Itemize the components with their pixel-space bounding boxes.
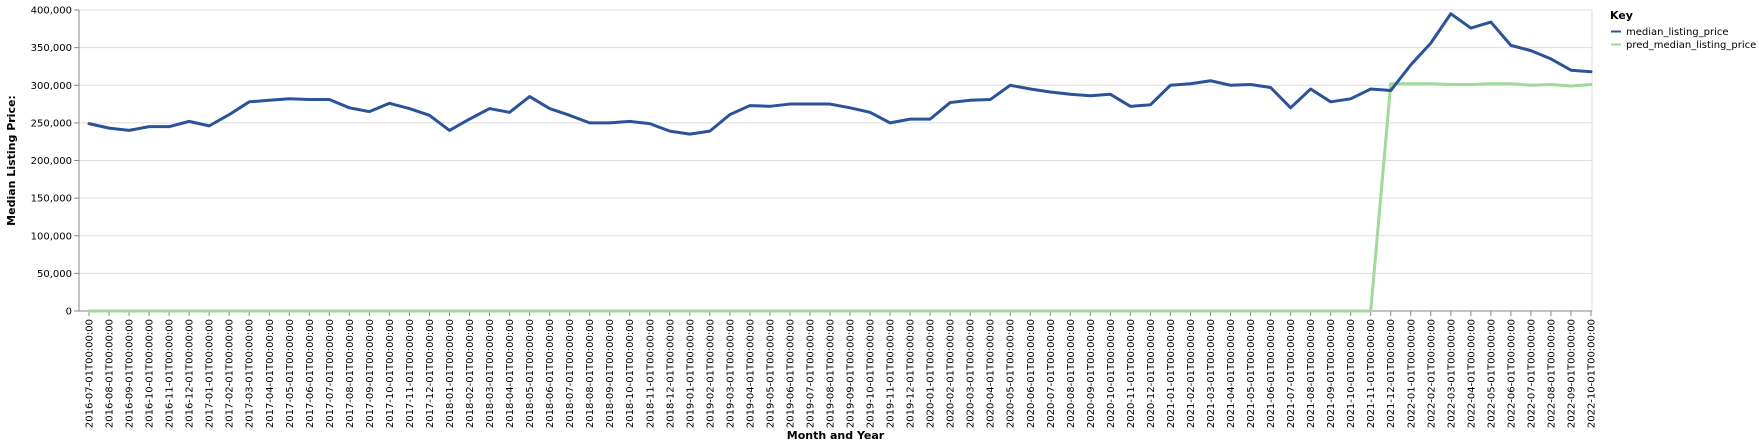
x-tick-label: 2017-11-01T00:00:00 [405,319,416,428]
legend-label: pred_median_listing_price [1626,40,1756,51]
x-tick-label: 2021-11-01T00:00:00 [1366,319,1377,428]
x-tick-label: 2018-10-01T00:00:00 [625,319,636,428]
x-tick-label: 2019-10-01T00:00:00 [866,319,877,428]
x-tick-label: 2018-02-01T00:00:00 [465,319,476,428]
x-tick-label: 2021-06-01T00:00:00 [1266,319,1277,428]
x-tick-label: 2016-10-01T00:00:00 [145,319,156,428]
x-tick-label: 2018-01-01T00:00:00 [445,319,456,428]
x-tick-label: 2018-03-01T00:00:00 [485,319,496,428]
x-tick-label: 2017-12-01T00:00:00 [425,319,436,428]
x-tick-label: 2020-03-01T00:00:00 [966,319,977,428]
x-axis-title: Month and Year [787,429,885,442]
x-tick-label: 2021-08-01T00:00:00 [1306,319,1317,428]
x-tick-label: 2017-06-01T00:00:00 [305,319,316,428]
y-tick-label: 200,000 [31,156,72,167]
x-tick-label: 2022-08-01T00:00:00 [1546,319,1557,428]
x-tick-label: 2016-07-01T00:00:00 [85,319,96,428]
x-tick-label: 2016-12-01T00:00:00 [185,319,196,428]
x-tick-label: 2019-02-01T00:00:00 [705,319,716,428]
x-tick-label: 2022-01-01T00:00:00 [1406,319,1417,428]
x-tick-label: 2019-09-01T00:00:00 [846,319,857,428]
x-tick-label: 2017-03-01T00:00:00 [245,319,256,428]
x-tick-label: 2021-10-01T00:00:00 [1346,319,1357,428]
x-tick-label: 2017-05-01T00:00:00 [285,319,296,428]
x-tick-label: 2018-09-01T00:00:00 [605,319,616,428]
x-tick-label: 2017-07-01T00:00:00 [325,319,336,428]
x-tick-label: 2016-08-01T00:00:00 [105,319,116,428]
x-tick-label: 2021-12-01T00:00:00 [1386,319,1397,428]
x-tick-label: 2020-06-01T00:00:00 [1026,319,1037,428]
x-tick-label: 2020-09-01T00:00:00 [1086,319,1097,428]
x-tick-label: 2021-07-01T00:00:00 [1286,319,1297,428]
x-tick-label: 2020-02-01T00:00:00 [946,319,957,428]
x-tick-label: 2019-01-01T00:00:00 [685,319,696,428]
x-tick-label: 2019-05-01T00:00:00 [765,319,776,428]
x-tick-label: 2020-08-01T00:00:00 [1066,319,1077,428]
series-line-pred-median-listing-price [87,82,1593,313]
x-tick-label: 2021-09-01T00:00:00 [1326,319,1337,428]
x-tick-label: 2018-08-01T00:00:00 [585,319,596,428]
y-tick-label: 0 [66,307,72,318]
x-tick-label: 2020-12-01T00:00:00 [1146,319,1157,428]
x-tick-label: 2021-03-01T00:00:00 [1206,319,1217,428]
x-tick-label: 2022-10-01T00:00:00 [1587,319,1598,428]
x-tick-label: 2019-07-01T00:00:00 [805,319,816,428]
x-tick-label: 2022-04-01T00:00:00 [1466,319,1477,428]
y-tick-label: 350,000 [31,43,72,54]
x-tick-label: 2018-05-01T00:00:00 [525,319,536,428]
series-line-median-listing-price [87,12,1593,136]
x-tick-label: 2021-02-01T00:00:00 [1186,319,1197,428]
x-tick-label: 2021-01-01T00:00:00 [1166,319,1177,428]
legend: Key median_listing_price pred_median_list… [1610,9,1756,51]
x-tick-label: 2017-09-01T00:00:00 [365,319,376,428]
x-tick-label: 2022-09-01T00:00:00 [1566,319,1577,428]
x-tick-label: 2018-12-01T00:00:00 [665,319,676,428]
legend-title: Key [1610,9,1633,22]
x-tick-label: 2020-11-01T00:00:00 [1126,319,1137,428]
x-tick-label: 2021-05-01T00:00:00 [1246,319,1257,428]
y-tick-label: 400,000 [31,6,72,17]
x-tick-label: 2017-04-01T00:00:00 [265,319,276,428]
x-tick-label: 2017-10-01T00:00:00 [385,319,396,428]
x-tick-label: 2016-11-01T00:00:00 [165,319,176,428]
x-axis: 2016-07-01T00:00:00 2016-08-01T00:00:00 20… [79,310,1598,428]
y-tick-label: 300,000 [31,81,72,92]
y-axis: 0 50,000 100,000 150,000 200,000 250,000 300,0… [31,6,80,318]
x-tick-label: 2019-06-01T00:00:00 [785,319,796,428]
x-tick-label: 2020-07-01T00:00:00 [1046,319,1057,428]
y-axis-title: Median Listing Price: [5,95,18,226]
x-tick-label: 2020-04-01T00:00:00 [986,319,997,428]
x-tick-label: 2019-08-01T00:00:00 [825,319,836,428]
x-tick-label: 2019-11-01T00:00:00 [886,319,897,428]
x-tick-label: 2022-05-01T00:00:00 [1486,319,1497,428]
x-tick-label: 2022-07-01T00:00:00 [1526,319,1537,428]
x-tick-label: 2019-04-01T00:00:00 [745,319,756,428]
x-tick-label: 2017-01-01T00:00:00 [205,319,216,428]
gridlines [79,9,1593,312]
x-tick-label: 2019-12-01T00:00:00 [906,319,917,428]
x-tick-label: 2018-06-01T00:00:00 [545,319,556,428]
y-tick-label: 100,000 [31,231,72,242]
legend-label: median_listing_price [1626,27,1729,38]
legend-items: median_listing_price pred_median_listing_… [1611,27,1756,51]
x-tick-label: 2022-03-01T00:00:00 [1446,319,1457,428]
y-tick-label: 150,000 [31,194,72,205]
x-tick-label: 2021-04-01T00:00:00 [1226,319,1237,428]
x-tick-label: 2018-07-01T00:00:00 [565,319,576,428]
x-tick-label: 2022-06-01T00:00:00 [1506,319,1517,428]
x-tick-label: 2016-09-01T00:00:00 [125,319,136,428]
x-tick-label: 2017-08-01T00:00:00 [345,319,356,428]
y-tick-label: 250,000 [31,118,72,129]
series-layer [87,12,1593,313]
x-tick-label: 2017-02-01T00:00:00 [225,319,236,428]
x-tick-label: 2020-01-01T00:00:00 [926,319,937,428]
y-tick-label: 50,000 [37,269,72,280]
x-tick-label: 2018-04-01T00:00:00 [505,319,516,428]
x-tick-label: 2020-05-01T00:00:00 [1006,319,1017,428]
x-tick-label: 2020-10-01T00:00:00 [1106,319,1117,428]
x-tick-label: 2019-03-01T00:00:00 [725,319,736,428]
x-tick-label: 2022-02-01T00:00:00 [1426,319,1437,428]
x-tick-label: 2018-11-01T00:00:00 [645,319,656,428]
